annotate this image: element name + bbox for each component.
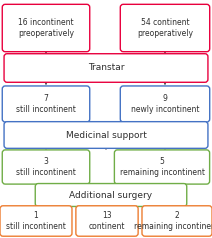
FancyBboxPatch shape [142,206,212,236]
Text: Additional surgery: Additional surgery [70,190,153,199]
Text: 9
newly incontinent: 9 newly incontinent [131,94,199,114]
FancyBboxPatch shape [4,54,208,82]
FancyBboxPatch shape [0,206,72,236]
FancyBboxPatch shape [35,183,187,206]
Text: 7
still incontinent: 7 still incontinent [16,94,76,114]
FancyBboxPatch shape [4,122,208,148]
FancyBboxPatch shape [2,86,90,122]
Text: 3
still incontinent: 3 still incontinent [16,157,76,177]
Text: 16 incontinent
preoperatively: 16 incontinent preoperatively [18,18,74,38]
Text: 1
still incontinent: 1 still incontinent [6,211,66,231]
FancyBboxPatch shape [120,4,210,52]
Text: Medicinal support: Medicinal support [66,130,146,139]
Text: 5
remaining incontinent: 5 remaining incontinent [120,157,205,177]
Text: 13
continent: 13 continent [89,211,125,231]
FancyBboxPatch shape [120,86,210,122]
Text: 54 continent
preoperatively: 54 continent preoperatively [137,18,193,38]
FancyBboxPatch shape [2,150,90,184]
FancyBboxPatch shape [2,4,90,52]
Text: Transtar: Transtar [88,64,124,73]
FancyBboxPatch shape [114,150,210,184]
Text: 2
remaining incontinent: 2 remaining incontinent [134,211,212,231]
FancyBboxPatch shape [76,206,138,236]
